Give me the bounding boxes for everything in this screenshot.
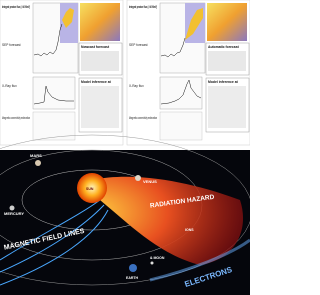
label: & MOON — [150, 256, 165, 260]
forecast-title: Nowcast forecast — [81, 45, 110, 49]
model-title: Model inference at — [208, 80, 239, 84]
forecast-text — [81, 51, 119, 71]
magnetic-label: Magnetic connectivity estimation — [2, 116, 30, 120]
mercury — [10, 206, 15, 211]
label: VENUS — [143, 179, 157, 184]
sep-label: SEP forecast — [129, 43, 148, 47]
xray-label: X-Ray flux — [129, 84, 144, 88]
panel: Integral proton flux (>10 MeV) SEP forec… — [127, 0, 250, 145]
label: SUN — [86, 187, 94, 191]
magnetic-chart — [160, 112, 202, 140]
label: IONS — [185, 228, 194, 232]
xray-chart — [160, 77, 202, 109]
label: MARS — [30, 153, 42, 158]
label: MERCURY — [4, 211, 24, 216]
label: EARTH — [126, 276, 139, 280]
illustration: MARS VENUS MERCURY SUN RADIATION HAZARD … — [0, 135, 250, 295]
page: {"panels":[ {"flux_label":"Integral prot… — [0, 0, 250, 295]
xray-chart — [33, 77, 75, 109]
xray-label: X-Ray flux — [2, 84, 17, 88]
sun-image — [207, 3, 247, 41]
forecast-text — [208, 51, 246, 71]
magnetic-label: Magnetic connectivity estimation — [129, 116, 157, 120]
flux-label: Integral proton flux (>10 MeV) — [2, 5, 30, 9]
screenshot: Integral proton flux (>10 MeV) SEP forec… — [0, 0, 250, 295]
model-title: Model inference at — [81, 80, 112, 84]
forecast-title: Automatic forecast — [208, 45, 240, 49]
venus — [135, 175, 141, 181]
earth — [129, 264, 137, 272]
flux-label: Integral proton flux (>10 MeV) — [129, 5, 157, 9]
model-text — [81, 86, 119, 128]
panel: Integral proton flux (>10 MeV) SEP forec… — [0, 0, 123, 145]
sun-image — [80, 3, 120, 41]
moon — [151, 262, 154, 265]
model-text — [208, 86, 246, 128]
sep-label: SEP forecast — [2, 43, 21, 47]
mars — [35, 160, 41, 166]
